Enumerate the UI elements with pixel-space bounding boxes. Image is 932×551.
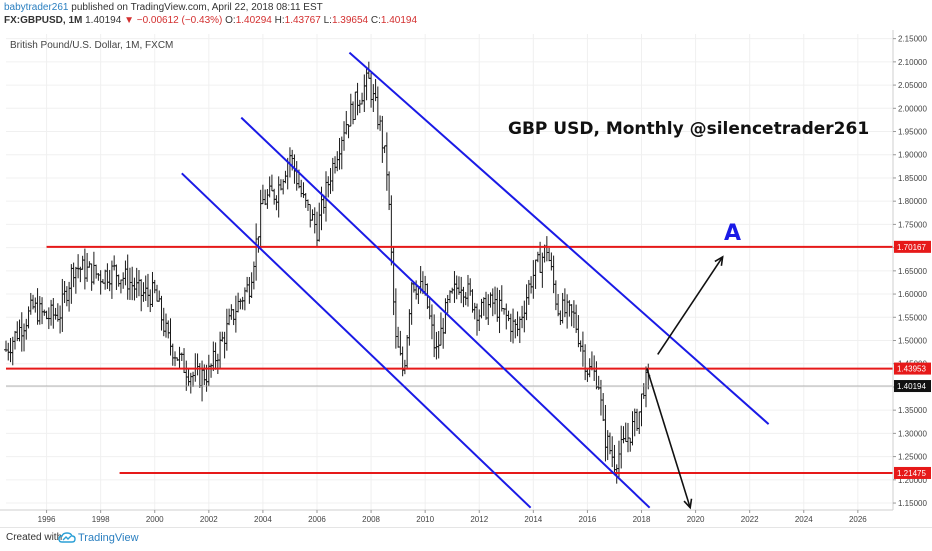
last-price: 1.40194 xyxy=(85,15,122,26)
x-tick-label: 2020 xyxy=(687,515,705,524)
y-tick-label: 1.75000 xyxy=(898,220,927,229)
chart-footer: Created with TradingView xyxy=(0,527,932,551)
arrow-line xyxy=(657,256,724,355)
publish-info: babytrader261 published on TradingView.c… xyxy=(4,2,323,13)
y-tick-label: 1.30000 xyxy=(898,429,927,438)
low-value: 1.39654 xyxy=(331,15,369,26)
price-labels: 1.70167 1.43953 1.21475 1.40194 xyxy=(894,240,931,479)
y-tick-label: 2.10000 xyxy=(898,58,927,67)
arrow-head-icon xyxy=(714,255,724,266)
y-tick-label: 1.95000 xyxy=(898,128,927,137)
author-link[interactable]: babytrader261 xyxy=(4,2,69,13)
level-label: 1.70167 xyxy=(897,243,926,252)
level-label: 1.43953 xyxy=(897,365,926,374)
y-tick-label: 1.85000 xyxy=(898,174,927,183)
high-value: 1.43767 xyxy=(284,15,321,26)
close-label: C: xyxy=(370,15,381,26)
x-tick-label: 2024 xyxy=(795,515,813,524)
y-tick-label: 1.60000 xyxy=(898,290,927,299)
y-tick-label: 1.35000 xyxy=(898,406,927,415)
x-tick-label: 2018 xyxy=(633,515,651,524)
arrow-line xyxy=(646,368,691,508)
price-bars xyxy=(4,61,651,484)
y-tick-label: 2.05000 xyxy=(898,81,927,90)
created-with-text: Created with xyxy=(6,532,63,543)
y-tick-label: 2.15000 xyxy=(898,35,927,44)
y-tick-label: 1.20000 xyxy=(898,476,927,485)
chart-label: British Pound/U.S. Dollar, 1M, FXCM xyxy=(10,40,173,51)
x-tick-label: 2014 xyxy=(524,515,542,524)
x-tick-label: 2000 xyxy=(146,515,164,524)
y-tick-label: 1.15000 xyxy=(898,499,927,508)
channel-line xyxy=(181,172,532,509)
annotation-letter: A xyxy=(724,221,741,246)
x-tick-label: 2006 xyxy=(308,515,326,524)
channel-line xyxy=(348,51,770,425)
x-tick-label: 2002 xyxy=(200,515,218,524)
close-value: 1.40194 xyxy=(380,15,418,26)
annotation-title: GBP USD, Monthly @silencetrader261 xyxy=(508,119,869,139)
y-tick-label: 2.00000 xyxy=(898,104,927,113)
x-tick-label: 2022 xyxy=(741,515,759,524)
y-tick-label: 1.55000 xyxy=(898,313,927,322)
channel-line xyxy=(240,116,651,509)
low-label: L: xyxy=(323,15,332,26)
price-change: −0.00612 (−0.43%) xyxy=(136,15,223,26)
last-price-label-bg xyxy=(894,380,931,393)
channel-lines xyxy=(181,51,770,509)
level-label-bg xyxy=(894,240,931,253)
x-tick-label: 2012 xyxy=(470,515,488,524)
published-text: published on TradingView.com, April 22, … xyxy=(71,2,323,13)
projection-arrows xyxy=(646,255,724,510)
x-tick-label: 2010 xyxy=(416,515,434,524)
arrow-head-icon xyxy=(683,498,693,510)
y-tick-label: 1.80000 xyxy=(898,197,927,206)
symbol-info: FX:GBPUSD, 1M 1.40194 ▼ −0.00612 (−0.43%… xyxy=(4,15,417,26)
level-label-bg xyxy=(894,466,931,479)
open-value: 1.40294 xyxy=(235,15,272,26)
y-tick-label: 1.50000 xyxy=(898,336,927,345)
chart-area[interactable]: 1.150001.200001.250001.300001.350001.400… xyxy=(0,30,932,527)
x-tick-label: 1996 xyxy=(38,515,56,524)
symbol-name: FX:GBPUSD, 1M xyxy=(4,15,83,26)
x-tick-label: 2026 xyxy=(849,515,867,524)
horizontal-levels xyxy=(6,245,893,474)
x-tick-label: 1998 xyxy=(92,515,110,524)
high-label: H: xyxy=(274,15,285,26)
x-tick-label: 2016 xyxy=(579,515,597,524)
y-tick-label: 1.90000 xyxy=(898,151,927,160)
level-label: 1.21475 xyxy=(897,469,926,478)
y-tick-label: 1.25000 xyxy=(898,453,927,462)
level-label-bg xyxy=(894,362,931,375)
tradingview-brand[interactable]: TradingView xyxy=(78,532,139,544)
chart-header: babytrader261 published on TradingView.c… xyxy=(0,0,932,30)
x-tick-label: 2004 xyxy=(254,515,272,524)
x-tick-label: 2008 xyxy=(362,515,380,524)
tradingview-cloud-icon xyxy=(58,532,76,543)
price-chart[interactable]: 1.150001.200001.250001.300001.350001.400… xyxy=(0,30,932,527)
last-price-label: 1.40194 xyxy=(897,382,926,391)
change-arrow-icon: ▼ xyxy=(124,15,134,26)
y-tick-label: 1.65000 xyxy=(898,267,927,276)
open-label: O: xyxy=(225,15,236,26)
